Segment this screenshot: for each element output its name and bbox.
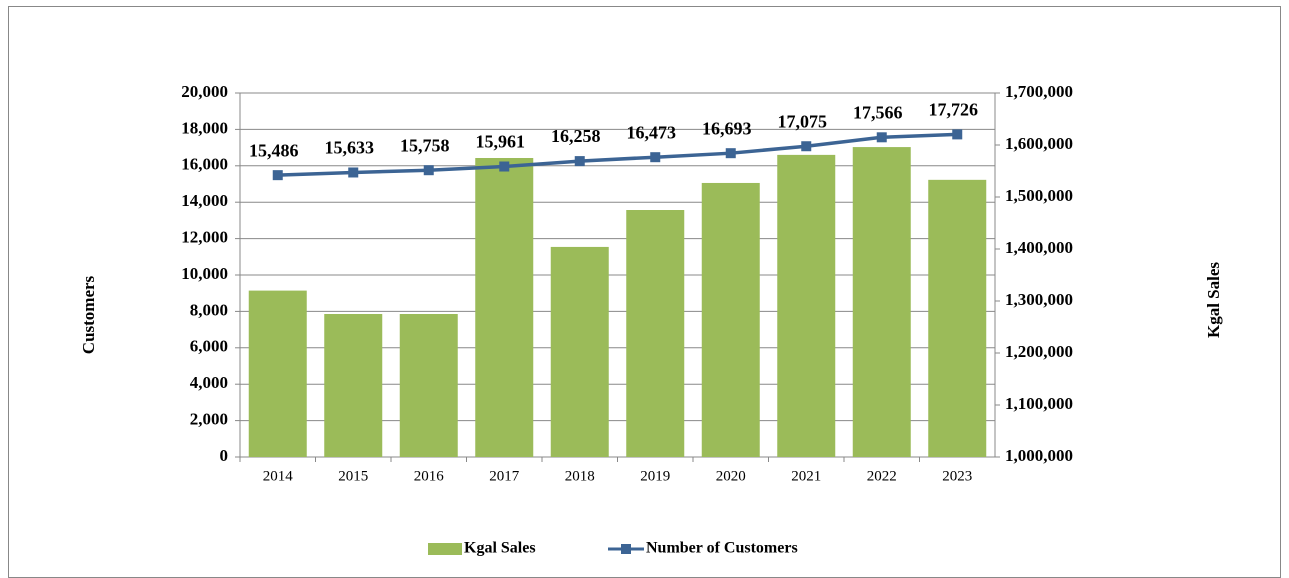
- y2-tick-label: 1,700,000: [1005, 82, 1073, 101]
- legend-label: Kgal Sales: [464, 540, 536, 557]
- data-label: 17,075: [778, 111, 828, 131]
- data-label: 17,566: [853, 102, 903, 122]
- data-label: 15,486: [249, 140, 299, 160]
- y-tick-label: 16,000: [181, 155, 228, 174]
- line-marker: [499, 161, 510, 172]
- legend-label: Number of Customers: [646, 540, 798, 557]
- line-marker: [423, 165, 434, 176]
- line-marker: [801, 141, 812, 152]
- x-tick-label: 2015: [338, 468, 368, 484]
- data-label: 15,633: [325, 138, 375, 158]
- y-tick-label: 10,000: [181, 264, 228, 283]
- line: [277, 132, 958, 177]
- data-label: 15,758: [400, 135, 450, 155]
- legend-swatch-marker: [621, 544, 631, 554]
- bar: [248, 290, 307, 457]
- bar: [777, 154, 836, 457]
- x-tick-label: 2019: [640, 468, 670, 484]
- y-tick-label: 18,000: [181, 118, 228, 137]
- x-tick-label: 2021: [791, 468, 821, 484]
- y2-tick-label: 1,200,000: [1005, 342, 1073, 361]
- bar: [701, 182, 760, 457]
- y2-tick-label: 1,100,000: [1005, 394, 1073, 413]
- line-marker: [272, 170, 283, 181]
- x-tick-label: 2017: [489, 468, 520, 484]
- y2-tick-label: 1,400,000: [1005, 238, 1073, 257]
- line-marker: [876, 132, 887, 143]
- y-tick-label: 4,000: [190, 373, 228, 392]
- x-tick-label: 2016: [414, 468, 445, 484]
- bar: [626, 210, 685, 457]
- legend-swatch: [428, 543, 462, 555]
- bar: [928, 179, 987, 457]
- data-label: 15,961: [476, 132, 526, 152]
- data-label: 16,258: [551, 126, 601, 146]
- y-tick-label: 8,000: [190, 300, 228, 319]
- bar: [475, 158, 534, 457]
- y2-tick-label: 1,600,000: [1005, 134, 1073, 153]
- line-marker: [952, 129, 963, 140]
- y2-axis-title: Kgal Sales: [1204, 262, 1223, 338]
- y-tick-label: 2,000: [190, 410, 228, 429]
- bar: [324, 314, 383, 457]
- x-tick-label: 2022: [867, 468, 897, 484]
- line-marker: [725, 148, 736, 159]
- data-label: 16,473: [627, 122, 677, 142]
- line-marker: [650, 152, 661, 163]
- y2-tick-label: 1,000,000: [1005, 446, 1073, 465]
- x-tick-label: 2018: [565, 468, 595, 484]
- bar: [399, 314, 458, 457]
- line-marker: [574, 156, 585, 167]
- y-tick-label: 6,000: [190, 337, 228, 356]
- y-tick-label: 20,000: [181, 82, 228, 101]
- x-tick-label: 2023: [942, 468, 972, 484]
- data-label: 17,726: [929, 100, 979, 120]
- y2-tick-label: 1,500,000: [1005, 186, 1073, 205]
- line-marker: [348, 167, 359, 178]
- y-tick-label: 14,000: [181, 191, 228, 210]
- y-axis-title: Customers: [79, 275, 98, 354]
- x-tick-label: 2014: [263, 468, 294, 484]
- y-tick-label: 12,000: [181, 228, 228, 247]
- bar: [852, 147, 911, 457]
- y-tick-label: 0: [220, 446, 229, 465]
- bar: [550, 246, 609, 457]
- y2-tick-label: 1,300,000: [1005, 290, 1073, 309]
- data-label: 16,693: [702, 118, 752, 138]
- x-tick-label: 2020: [716, 468, 746, 484]
